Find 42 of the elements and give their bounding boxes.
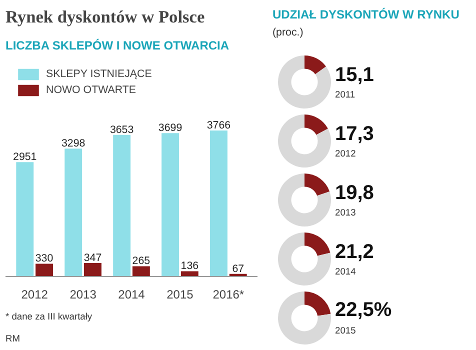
data-label: 67 xyxy=(232,262,244,275)
text: 2015 xyxy=(335,326,356,336)
x-tick-label: 2013 xyxy=(70,288,97,302)
bar xyxy=(210,130,228,276)
bar xyxy=(180,271,198,276)
data-label: 21,2 xyxy=(335,241,374,263)
data-label: 17,3 xyxy=(335,123,374,145)
data-label: 3766 xyxy=(206,120,231,132)
data-label: 15,1 xyxy=(335,64,374,86)
x-tick-label: 2012 xyxy=(21,288,48,302)
data-label: 22,5% xyxy=(335,299,392,321)
data-label: 2951 xyxy=(13,151,37,164)
chart-title: UDZIAŁ DYSKONTÓW W RYNKU xyxy=(272,8,460,22)
text: * dane za III kwartały xyxy=(6,312,92,322)
text: 2011 xyxy=(335,90,356,100)
data-label: 136 xyxy=(180,260,199,272)
bar xyxy=(64,148,82,276)
data-label: 265 xyxy=(132,255,150,268)
x-tick-label: 2016* xyxy=(212,288,244,302)
data-label: 330 xyxy=(35,252,54,265)
data-label: 19,8 xyxy=(335,182,374,204)
text: 2012 xyxy=(335,148,356,158)
data-label: 3653 xyxy=(110,124,134,136)
chart-title: Rynek dyskontów w Polsce xyxy=(6,8,205,26)
x-tick-label: 2014 xyxy=(118,288,146,302)
text: 2014 xyxy=(335,266,356,276)
text: RM xyxy=(6,334,20,344)
text: 2013 xyxy=(335,208,356,218)
bar xyxy=(162,133,179,276)
bar xyxy=(36,264,53,276)
data-label: 347 xyxy=(84,252,102,264)
bar xyxy=(113,134,131,276)
data-label: 3699 xyxy=(158,122,182,134)
x-tick-label: 2015 xyxy=(166,288,194,302)
bar xyxy=(16,162,34,276)
legend-label: SKLEPY ISTNIEJĄCE xyxy=(46,68,152,80)
chart-subtitle: LICZBA SKLEPÓW I NOWE OTWARCIA xyxy=(6,38,230,52)
bar xyxy=(132,266,150,276)
bar xyxy=(84,263,102,276)
legend-label: NOWO OTWARTE xyxy=(46,84,136,96)
text: (proc.) xyxy=(272,26,304,38)
data-label: 3298 xyxy=(61,138,86,150)
